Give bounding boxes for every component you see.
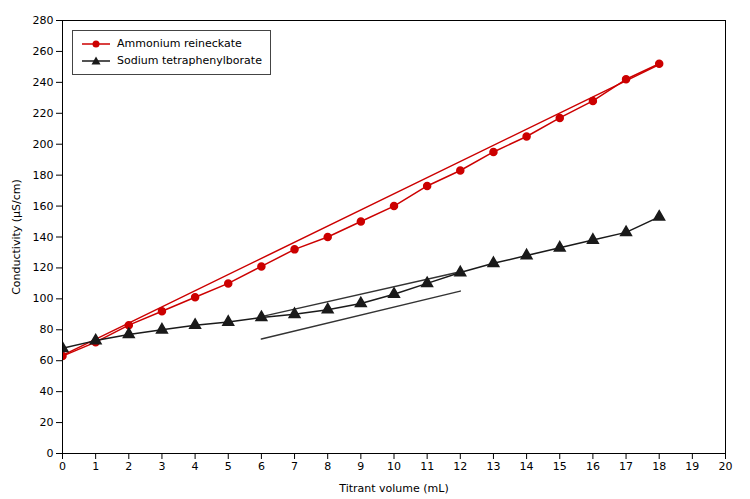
svg-text:5: 5: [225, 460, 232, 473]
svg-text:12: 12: [453, 460, 467, 473]
svg-text:0: 0: [59, 460, 66, 473]
svg-text:9: 9: [357, 460, 364, 473]
svg-text:11: 11: [420, 460, 434, 473]
svg-text:18: 18: [652, 460, 666, 473]
svg-text:80: 80: [40, 323, 54, 336]
svg-text:20: 20: [40, 416, 54, 429]
svg-text:17: 17: [619, 460, 633, 473]
html-text:Ammonium reineckate: Ammonium reineckate: [117, 37, 242, 50]
svg-text:160: 160: [33, 200, 54, 213]
svg-text:140: 140: [33, 231, 54, 244]
svg-text:10: 10: [387, 460, 401, 473]
svg-text:180: 180: [33, 169, 54, 182]
svg-text:16: 16: [586, 460, 600, 473]
svg-text:Titrant volume (mL): Titrant volume (mL): [338, 482, 448, 495]
svg-text:6: 6: [258, 460, 265, 473]
svg-text:13: 13: [486, 460, 500, 473]
svg-text:Conductivity (μS/cm): Conductivity (μS/cm): [10, 179, 23, 295]
svg-text:2: 2: [125, 460, 132, 473]
svg-text:0: 0: [47, 447, 54, 460]
svg-text:1: 1: [92, 460, 99, 473]
svg-text:8: 8: [324, 460, 331, 473]
html-text:Sodium tetraphenylborate: Sodium tetraphenylborate: [117, 53, 262, 67]
svg-text:19: 19: [685, 460, 699, 473]
svg-text:3: 3: [158, 460, 165, 473]
svg-text:120: 120: [33, 261, 54, 274]
svg-text:20: 20: [719, 460, 733, 473]
svg-text:15: 15: [553, 460, 567, 473]
svg-text:60: 60: [40, 354, 54, 367]
svg-text:14: 14: [520, 460, 534, 473]
svg-text:200: 200: [33, 138, 54, 151]
svg-text:4: 4: [192, 460, 199, 473]
svg-text:280: 280: [33, 14, 54, 27]
svg-text:240: 240: [33, 76, 54, 89]
svg-text:100: 100: [33, 292, 54, 305]
svg-text:7: 7: [291, 460, 298, 473]
svg-text:220: 220: [33, 107, 54, 120]
svg-text:260: 260: [33, 45, 54, 58]
svg-text:40: 40: [40, 385, 54, 398]
